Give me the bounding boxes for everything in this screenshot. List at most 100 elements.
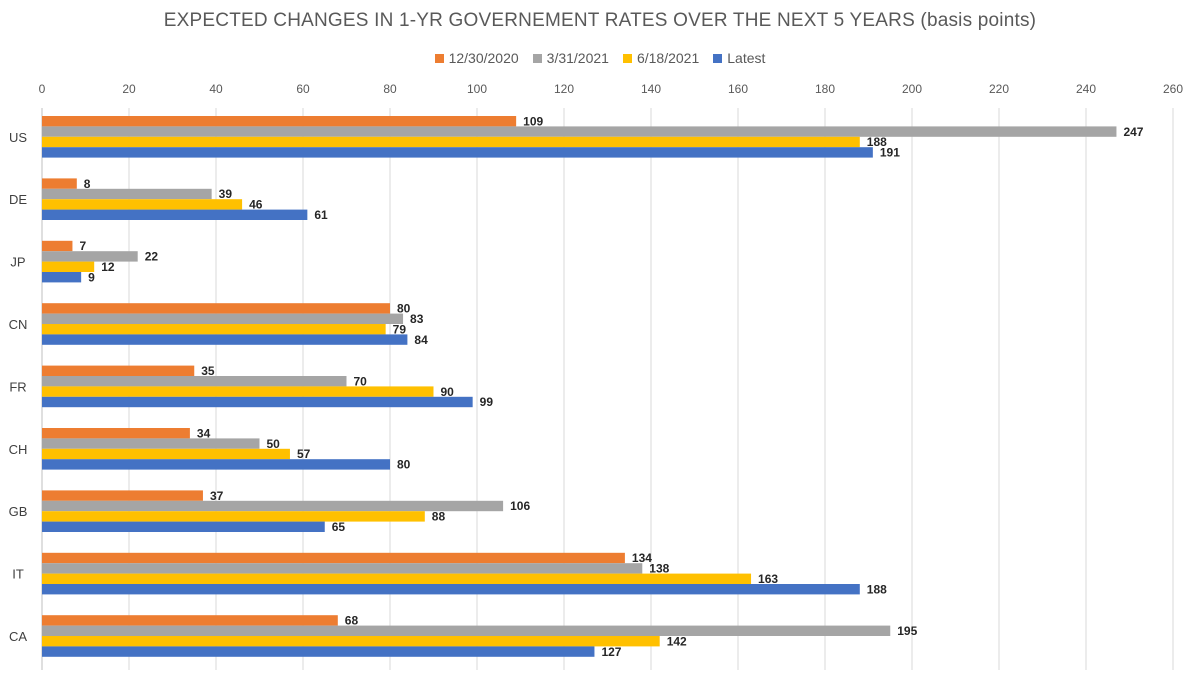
bar bbox=[42, 313, 404, 324]
data-label: 12 bbox=[101, 260, 115, 274]
x-tick-label: 240 bbox=[1076, 82, 1096, 96]
data-label: 88 bbox=[432, 510, 446, 524]
bar bbox=[42, 251, 138, 262]
bar bbox=[42, 178, 77, 189]
chart-title: EXPECTED CHANGES IN 1-YR GOVERNEMENT RAT… bbox=[163, 10, 1037, 31]
x-tick-label: 100 bbox=[467, 82, 487, 96]
bar bbox=[42, 500, 504, 512]
x-tick-label: 140 bbox=[641, 82, 661, 96]
data-label: 61 bbox=[314, 208, 328, 222]
legend-label: 12/30/2020 bbox=[448, 50, 519, 66]
data-label: 7 bbox=[79, 239, 86, 253]
bar bbox=[42, 116, 517, 127]
data-label: 80 bbox=[397, 302, 411, 316]
legend-swatch bbox=[434, 53, 444, 63]
bar bbox=[42, 147, 873, 158]
bar bbox=[42, 521, 325, 532]
data-label: 39 bbox=[219, 187, 233, 201]
bar bbox=[42, 386, 434, 397]
bar bbox=[42, 136, 860, 148]
category-label: IT bbox=[12, 567, 24, 582]
data-label: 188 bbox=[867, 582, 887, 596]
bar bbox=[42, 272, 82, 283]
x-tick-label: 0 bbox=[39, 82, 46, 96]
bar bbox=[42, 303, 390, 314]
data-label: 80 bbox=[397, 458, 411, 472]
legend-swatch bbox=[713, 53, 723, 63]
data-label: 8 bbox=[84, 177, 91, 191]
bar bbox=[42, 126, 1117, 137]
data-label: 195 bbox=[897, 624, 917, 638]
legend-item: 3/31/2021 bbox=[532, 50, 609, 66]
data-label: 83 bbox=[410, 312, 424, 326]
data-label: 90 bbox=[441, 385, 455, 399]
x-tick-label: 120 bbox=[554, 82, 574, 96]
bar bbox=[42, 636, 660, 647]
data-label: 109 bbox=[523, 114, 543, 128]
data-label: 37 bbox=[210, 489, 224, 503]
bar bbox=[42, 365, 195, 376]
data-label: 127 bbox=[601, 645, 621, 659]
data-label: 191 bbox=[880, 146, 900, 160]
bar bbox=[42, 188, 212, 200]
legend-label: Latest bbox=[727, 50, 766, 66]
legend-item: 12/30/2020 bbox=[434, 50, 519, 66]
data-label: 70 bbox=[354, 374, 368, 388]
bar bbox=[42, 615, 338, 626]
bar bbox=[42, 324, 386, 335]
x-tick-label: 20 bbox=[122, 82, 136, 96]
bar bbox=[42, 625, 891, 636]
data-label: 138 bbox=[649, 562, 669, 576]
data-label: 247 bbox=[1123, 125, 1143, 139]
legend-label: 6/18/2021 bbox=[636, 50, 700, 66]
data-label: 35 bbox=[201, 364, 215, 378]
data-label: 22 bbox=[145, 250, 159, 264]
bar bbox=[42, 261, 95, 272]
x-tick-label: 80 bbox=[383, 82, 397, 96]
bar bbox=[42, 428, 190, 439]
legend: 12/30/2020 3/31/2021 6/18/2021 Latest bbox=[0, 50, 1200, 66]
data-label: 188 bbox=[867, 135, 887, 149]
category-label: FR bbox=[9, 379, 26, 394]
data-label: 50 bbox=[267, 437, 281, 451]
x-tick-label: 260 bbox=[1163, 82, 1183, 96]
data-label: 9 bbox=[88, 270, 95, 284]
category-label: US bbox=[9, 130, 27, 145]
category-label: CH bbox=[9, 442, 28, 457]
data-label: 142 bbox=[667, 634, 687, 648]
bar bbox=[42, 552, 625, 564]
data-label: 163 bbox=[758, 572, 778, 586]
bar bbox=[42, 240, 73, 252]
x-tick-label: 40 bbox=[209, 82, 223, 96]
data-label: 134 bbox=[632, 551, 652, 565]
bar bbox=[42, 438, 260, 449]
bar bbox=[42, 490, 203, 501]
x-tick-label: 180 bbox=[815, 82, 835, 96]
bar bbox=[42, 209, 308, 220]
legend-label: 3/31/2021 bbox=[546, 50, 609, 66]
x-tick-label: 160 bbox=[728, 82, 748, 96]
data-label: 79 bbox=[393, 322, 407, 336]
bar bbox=[42, 448, 290, 460]
category-label: DE bbox=[9, 192, 27, 207]
bar bbox=[42, 563, 643, 574]
x-tick-label: 200 bbox=[902, 82, 922, 96]
bar bbox=[42, 646, 595, 657]
bar bbox=[42, 511, 425, 522]
bar bbox=[42, 459, 390, 470]
category-label: CN bbox=[9, 317, 28, 332]
bar bbox=[42, 376, 347, 387]
data-label: 68 bbox=[345, 614, 359, 628]
x-tick-label: 60 bbox=[296, 82, 310, 96]
data-label: 46 bbox=[249, 198, 263, 212]
data-label: 99 bbox=[480, 395, 494, 409]
legend-item: Latest bbox=[713, 50, 765, 66]
data-label: 57 bbox=[297, 447, 311, 461]
legend-swatch bbox=[532, 53, 542, 63]
bar bbox=[42, 584, 860, 595]
data-label: 34 bbox=[197, 426, 211, 440]
bar bbox=[42, 396, 473, 408]
data-label: 65 bbox=[332, 520, 346, 534]
category-label: CA bbox=[9, 629, 27, 644]
